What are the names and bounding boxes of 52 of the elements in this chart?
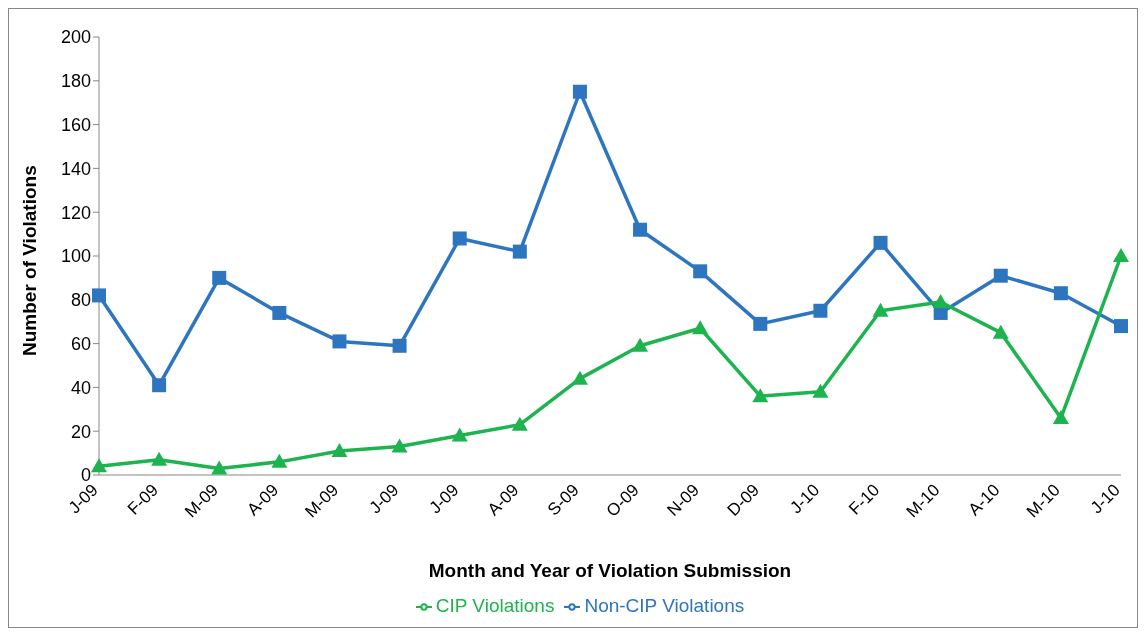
point xyxy=(331,442,348,457)
point xyxy=(272,305,287,320)
y-axis-title: Number of Violations xyxy=(18,165,40,356)
point xyxy=(753,316,768,331)
point xyxy=(92,288,106,303)
point xyxy=(271,453,288,468)
legend-label: Non-CIP Violations xyxy=(584,595,745,616)
point xyxy=(392,338,407,353)
point xyxy=(571,370,588,385)
point xyxy=(91,458,107,473)
x-tick-label: J-09 xyxy=(365,480,403,518)
y-tick-label: 80 xyxy=(70,290,91,311)
y-tick-label: 20 xyxy=(70,421,91,442)
x-axis-title: Month and Year of Violation Submission xyxy=(428,560,792,581)
point xyxy=(572,84,587,99)
y-tick-label: 160 xyxy=(60,114,91,135)
point xyxy=(451,427,468,442)
y-tick-label: 140 xyxy=(60,158,91,179)
point xyxy=(632,337,649,352)
y-tick-label: 100 xyxy=(60,246,91,267)
x-tick-label: J-10 xyxy=(786,480,824,518)
point xyxy=(391,438,408,453)
x-tick-label: J-09 xyxy=(425,480,463,518)
point xyxy=(752,388,769,403)
point xyxy=(693,264,708,279)
y-tick-label: 180 xyxy=(60,71,91,92)
y-tick-label: 60 xyxy=(70,333,91,354)
y-tick-label: 200 xyxy=(60,27,91,48)
point xyxy=(932,293,949,308)
point xyxy=(812,383,829,398)
point xyxy=(993,268,1008,283)
point xyxy=(1113,248,1129,262)
point xyxy=(452,231,467,246)
point xyxy=(332,334,347,349)
point xyxy=(1053,286,1068,301)
point xyxy=(212,270,227,285)
legend-label: CIP Violations xyxy=(435,595,555,616)
point xyxy=(152,378,167,393)
point xyxy=(211,460,228,475)
point xyxy=(872,302,889,317)
point xyxy=(992,324,1009,339)
point xyxy=(692,320,709,335)
point xyxy=(873,235,888,250)
point xyxy=(1114,319,1128,334)
point xyxy=(1052,410,1069,425)
point xyxy=(633,222,648,237)
point xyxy=(511,416,528,431)
y-tick-label: 40 xyxy=(70,377,91,398)
y-tick-label: 120 xyxy=(60,202,91,223)
point xyxy=(813,303,828,318)
point xyxy=(151,451,168,466)
point xyxy=(512,244,527,259)
